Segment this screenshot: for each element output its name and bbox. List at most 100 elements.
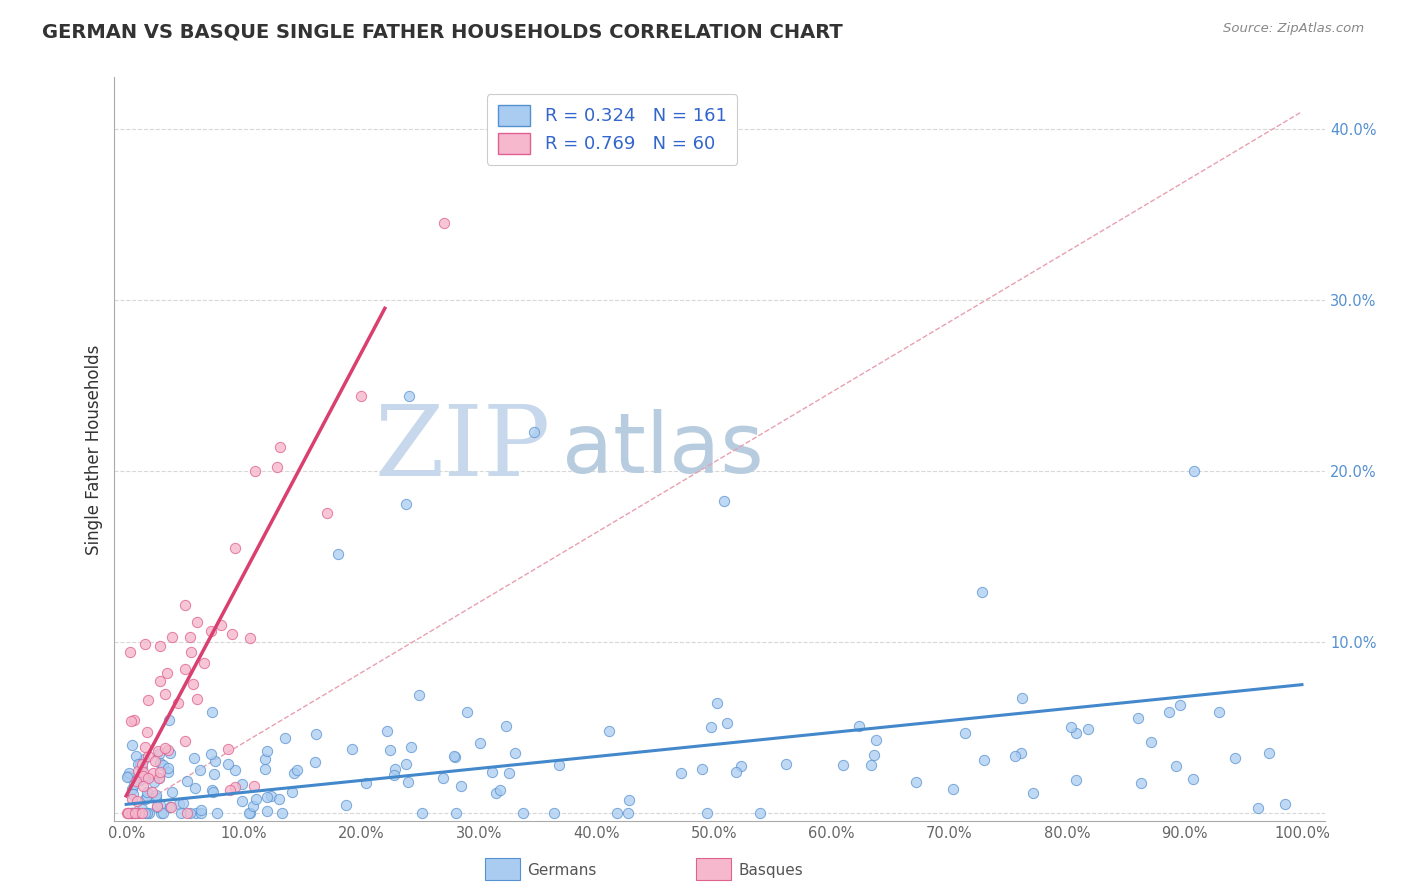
Point bbox=[606, 805, 628, 820]
Point bbox=[775, 756, 797, 771]
Point bbox=[138, 805, 160, 820]
Point bbox=[188, 763, 211, 777]
Point bbox=[617, 805, 640, 820]
Point bbox=[120, 805, 142, 820]
Text: Germans: Germans bbox=[527, 863, 596, 878]
Point bbox=[221, 627, 243, 641]
Point bbox=[859, 758, 882, 772]
Point bbox=[146, 743, 169, 757]
Point bbox=[127, 794, 149, 808]
Point bbox=[547, 758, 569, 772]
Point bbox=[696, 805, 718, 820]
Point bbox=[690, 762, 713, 776]
Point bbox=[117, 769, 139, 783]
Point bbox=[159, 800, 181, 814]
Point bbox=[159, 800, 181, 814]
Point bbox=[129, 757, 152, 772]
Point bbox=[219, 783, 242, 797]
Point bbox=[256, 804, 278, 818]
Point bbox=[162, 785, 184, 799]
Text: Basques: Basques bbox=[738, 863, 803, 878]
Point bbox=[131, 805, 153, 820]
Text: ZIP: ZIP bbox=[374, 401, 550, 498]
Point bbox=[125, 749, 148, 764]
Point bbox=[202, 767, 225, 781]
Point bbox=[617, 793, 640, 807]
Point bbox=[239, 631, 262, 645]
Point bbox=[125, 774, 148, 789]
Point bbox=[1060, 720, 1083, 734]
Point bbox=[131, 761, 153, 775]
Point bbox=[134, 740, 156, 755]
Point bbox=[166, 696, 188, 710]
Point bbox=[523, 425, 546, 439]
Point bbox=[1004, 749, 1026, 764]
Point bbox=[543, 805, 565, 820]
Point bbox=[204, 755, 226, 769]
Point bbox=[1011, 691, 1033, 706]
Point bbox=[304, 756, 326, 770]
Point bbox=[152, 758, 174, 772]
Point bbox=[169, 797, 191, 811]
Point bbox=[443, 748, 465, 763]
Point bbox=[120, 645, 142, 659]
Point bbox=[129, 772, 152, 787]
Point bbox=[281, 785, 304, 799]
Point bbox=[598, 723, 620, 738]
Point bbox=[124, 805, 146, 820]
Point bbox=[149, 639, 172, 653]
Point bbox=[224, 541, 246, 555]
Point bbox=[156, 666, 179, 681]
Point bbox=[159, 746, 181, 760]
Point bbox=[143, 754, 166, 768]
Point bbox=[489, 783, 512, 797]
Point bbox=[184, 781, 207, 796]
Point bbox=[267, 792, 290, 806]
Point bbox=[242, 798, 264, 813]
Point bbox=[160, 630, 183, 644]
Point bbox=[316, 506, 339, 520]
Point bbox=[254, 762, 277, 776]
Point bbox=[443, 749, 465, 764]
Point bbox=[399, 739, 422, 754]
Point bbox=[335, 797, 357, 812]
Point bbox=[179, 631, 201, 645]
Point bbox=[152, 805, 174, 820]
Point bbox=[433, 216, 456, 230]
Point bbox=[200, 624, 222, 638]
Point bbox=[973, 753, 995, 767]
Point bbox=[134, 805, 156, 820]
Point bbox=[201, 782, 224, 797]
Point bbox=[217, 756, 239, 771]
Point bbox=[905, 774, 928, 789]
Point bbox=[231, 794, 253, 808]
Point bbox=[186, 692, 208, 706]
Point bbox=[149, 756, 172, 771]
Point bbox=[269, 440, 291, 454]
Point bbox=[1247, 801, 1270, 815]
Point bbox=[180, 644, 202, 658]
Point bbox=[148, 772, 170, 786]
Point bbox=[354, 776, 377, 790]
Point bbox=[283, 766, 305, 780]
Point bbox=[149, 673, 172, 688]
Point bbox=[131, 779, 153, 793]
Point bbox=[127, 756, 149, 771]
Point bbox=[118, 765, 141, 780]
Point bbox=[1223, 751, 1246, 765]
Point bbox=[238, 805, 260, 820]
Point bbox=[132, 752, 155, 766]
Point bbox=[136, 748, 159, 763]
Point bbox=[485, 786, 508, 800]
Point bbox=[749, 805, 772, 820]
Text: atlas: atlas bbox=[562, 409, 765, 490]
Point bbox=[122, 713, 145, 727]
Point bbox=[395, 497, 418, 511]
Point bbox=[450, 779, 472, 793]
Point bbox=[256, 744, 278, 758]
Point bbox=[378, 742, 401, 756]
Point bbox=[134, 637, 156, 651]
Point bbox=[270, 805, 292, 820]
Point bbox=[253, 752, 276, 766]
Point bbox=[848, 719, 870, 733]
